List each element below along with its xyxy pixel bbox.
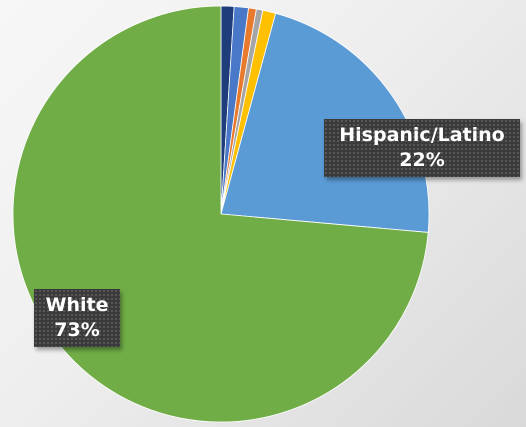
data-label-white-value: 73%: [54, 319, 100, 341]
data-label-white: White 73%: [34, 289, 120, 347]
pie-slices: [12, 5, 430, 423]
data-label-hispanic-latino-value: 22%: [399, 149, 445, 171]
data-label-hispanic-latino-category: Hispanic/Latino: [339, 124, 505, 146]
data-label-hispanic-latino: Hispanic/Latino 22%: [324, 119, 520, 177]
data-label-white-category: White: [45, 294, 109, 316]
